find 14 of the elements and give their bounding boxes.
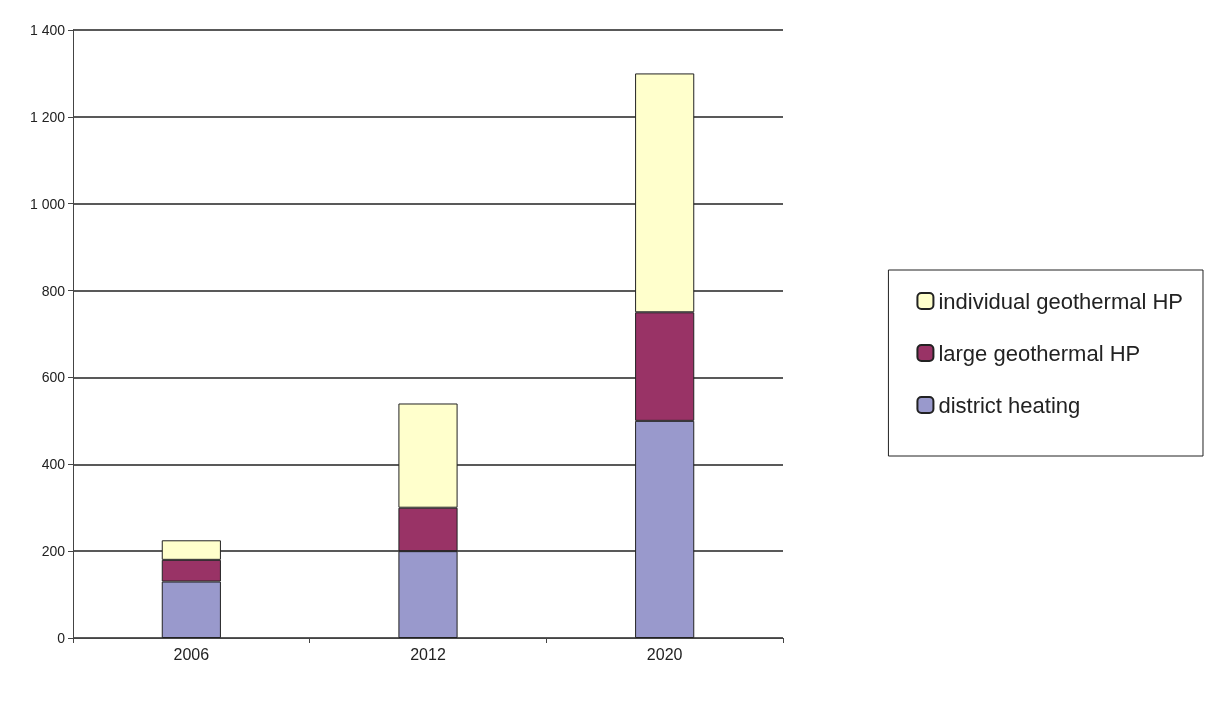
x-tick-label: 2020 bbox=[646, 645, 683, 663]
legend-label: district heating bbox=[938, 392, 1081, 418]
y-tick-label: 1 200 bbox=[29, 108, 66, 125]
y-tick-label: 1 000 bbox=[29, 195, 66, 212]
y-tick-label: 1 400 bbox=[29, 22, 66, 38]
y-tick-label: 800 bbox=[41, 282, 66, 299]
y-tick-label: 600 bbox=[41, 369, 66, 386]
x-tick-label: 2012 bbox=[410, 645, 446, 663]
y-tick-label: 200 bbox=[41, 543, 66, 560]
legend-label: large geothermal HP bbox=[938, 340, 1141, 366]
y-tick-label: 0 bbox=[57, 630, 66, 646]
x-tick-label: 2006 bbox=[173, 645, 210, 663]
legend-label: individual geothermal HP bbox=[938, 288, 1183, 314]
y-tick-label: 400 bbox=[41, 456, 66, 473]
